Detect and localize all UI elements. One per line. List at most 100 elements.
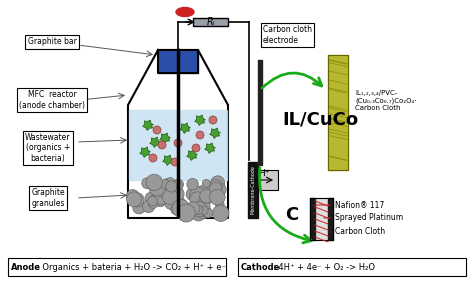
Text: C: C	[285, 206, 299, 224]
Circle shape	[153, 126, 161, 134]
Circle shape	[190, 192, 205, 207]
Polygon shape	[328, 198, 333, 240]
Circle shape	[133, 201, 145, 214]
Polygon shape	[315, 198, 328, 240]
Text: : 4H⁺ + 4e⁻ + O₂ -> H₂O: : 4H⁺ + 4e⁻ + O₂ -> H₂O	[273, 262, 375, 271]
Text: Carbon cloth
electrode: Carbon cloth electrode	[263, 25, 312, 45]
Text: Carbon Cloth: Carbon Cloth	[335, 227, 385, 236]
Text: Graphite
granules: Graphite granules	[31, 188, 65, 208]
Polygon shape	[128, 50, 228, 218]
Circle shape	[168, 186, 184, 202]
Polygon shape	[248, 162, 258, 218]
Polygon shape	[180, 123, 191, 133]
Circle shape	[171, 205, 180, 214]
Text: Anode: Anode	[11, 262, 41, 271]
Circle shape	[130, 193, 144, 207]
Polygon shape	[195, 115, 206, 125]
Text: Rₗ: Rₗ	[206, 17, 215, 27]
Polygon shape	[187, 150, 198, 160]
Circle shape	[165, 181, 177, 192]
Circle shape	[158, 141, 166, 149]
Circle shape	[201, 209, 210, 217]
Polygon shape	[210, 128, 220, 138]
Circle shape	[157, 187, 167, 197]
Circle shape	[127, 190, 139, 202]
Circle shape	[196, 185, 210, 199]
Circle shape	[200, 206, 208, 214]
Polygon shape	[158, 50, 198, 73]
Circle shape	[195, 198, 208, 210]
Polygon shape	[140, 147, 151, 157]
FancyArrowPatch shape	[259, 168, 311, 243]
Circle shape	[148, 196, 157, 206]
Text: MFC  reactor
(anode chamber): MFC reactor (anode chamber)	[19, 90, 85, 110]
Circle shape	[196, 204, 211, 219]
Polygon shape	[150, 137, 161, 147]
Text: H⁺: H⁺	[258, 169, 270, 178]
Circle shape	[149, 179, 165, 196]
Polygon shape	[310, 198, 315, 240]
Polygon shape	[205, 143, 216, 153]
Circle shape	[171, 158, 179, 166]
Circle shape	[127, 192, 142, 207]
Circle shape	[161, 179, 170, 189]
Circle shape	[202, 179, 210, 188]
FancyBboxPatch shape	[8, 258, 226, 276]
FancyArrowPatch shape	[262, 73, 322, 88]
Circle shape	[203, 208, 213, 218]
Circle shape	[192, 144, 200, 152]
Circle shape	[206, 185, 219, 198]
Circle shape	[193, 205, 203, 215]
Text: IL/CuCo: IL/CuCo	[282, 111, 358, 129]
Circle shape	[153, 190, 168, 205]
Circle shape	[174, 139, 182, 147]
Ellipse shape	[176, 8, 194, 17]
Circle shape	[199, 193, 211, 206]
Circle shape	[143, 200, 155, 213]
Circle shape	[210, 182, 222, 195]
Circle shape	[152, 191, 163, 203]
Circle shape	[216, 200, 224, 209]
Circle shape	[162, 189, 178, 205]
Circle shape	[162, 179, 173, 190]
Circle shape	[155, 196, 165, 207]
Circle shape	[146, 174, 163, 191]
Circle shape	[186, 188, 199, 201]
Circle shape	[148, 199, 158, 208]
Circle shape	[172, 199, 190, 217]
Polygon shape	[328, 55, 348, 170]
Circle shape	[166, 178, 174, 187]
Circle shape	[213, 183, 226, 196]
Text: : Organics + bateria + H₂O -> CO₂ + H⁺ + e⁻: : Organics + bateria + H₂O -> CO₂ + H⁺ +…	[37, 262, 226, 271]
Circle shape	[171, 181, 182, 192]
Circle shape	[200, 189, 214, 203]
Circle shape	[177, 204, 195, 222]
Circle shape	[209, 116, 217, 124]
Circle shape	[212, 205, 229, 221]
Text: Graphite bar: Graphite bar	[27, 37, 76, 47]
Circle shape	[196, 131, 204, 139]
Polygon shape	[143, 120, 154, 130]
Polygon shape	[129, 110, 227, 180]
Circle shape	[142, 178, 153, 188]
Circle shape	[192, 207, 205, 221]
Circle shape	[145, 192, 157, 204]
Circle shape	[149, 154, 157, 162]
Circle shape	[210, 176, 225, 190]
Circle shape	[187, 178, 199, 190]
Text: Cathode: Cathode	[241, 262, 281, 271]
FancyBboxPatch shape	[238, 258, 466, 276]
Polygon shape	[160, 133, 171, 143]
Text: IL₁,₂,₃,₄/PVC-
(Cu₀.₃Co₀.₇)Co₂O₄·
Carbon Cloth: IL₁,₂,₃,₄/PVC- (Cu₀.₃Co₀.₇)Co₂O₄· Carbon…	[355, 90, 417, 111]
Polygon shape	[248, 170, 278, 190]
Circle shape	[186, 202, 200, 215]
Circle shape	[210, 189, 225, 205]
Circle shape	[210, 183, 222, 195]
Text: Sprayed Platinum: Sprayed Platinum	[335, 214, 403, 223]
Polygon shape	[258, 60, 262, 165]
Text: Nafion® 117: Nafion® 117	[335, 201, 384, 210]
Circle shape	[173, 179, 183, 190]
Circle shape	[191, 201, 207, 217]
FancyBboxPatch shape	[193, 18, 228, 26]
Circle shape	[170, 196, 186, 212]
